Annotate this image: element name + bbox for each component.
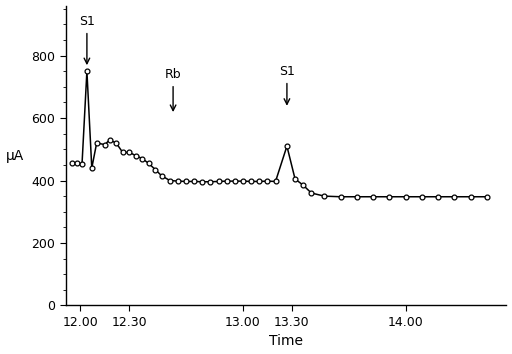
X-axis label: Time: Time: [269, 335, 303, 348]
Text: S1: S1: [79, 15, 95, 64]
Text: S1: S1: [279, 65, 295, 104]
Y-axis label: μA: μA: [6, 149, 24, 162]
Text: Rb: Rb: [165, 68, 181, 110]
